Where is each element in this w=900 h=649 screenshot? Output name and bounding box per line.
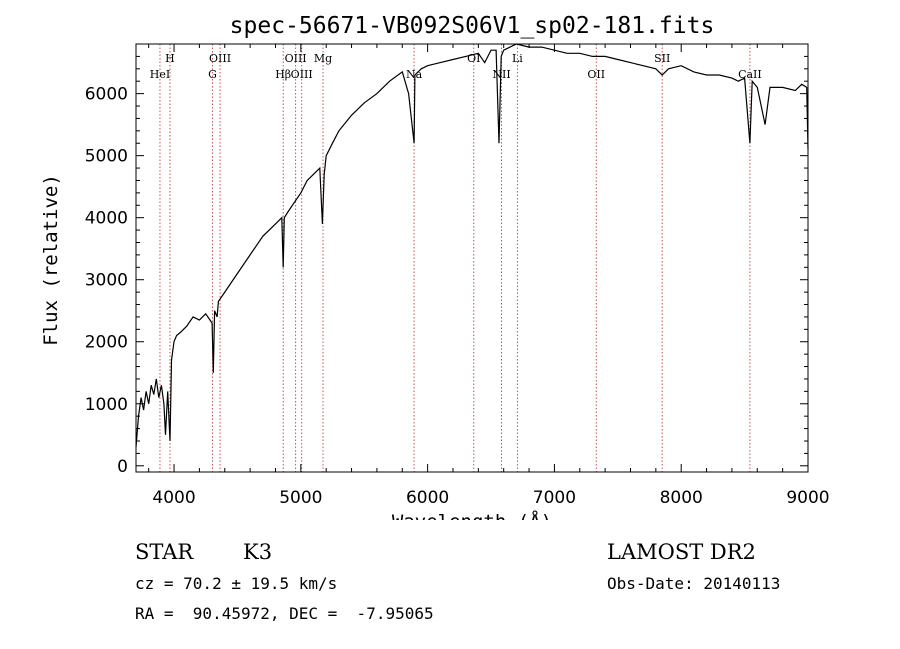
object-type: STAR bbox=[135, 540, 194, 564]
x-tick-label: 7000 bbox=[533, 488, 576, 508]
y-tick-label: 0 bbox=[117, 457, 128, 477]
x-tick-label: 8000 bbox=[660, 488, 703, 508]
y-tick-label: 5000 bbox=[85, 147, 128, 167]
redshift-velocity: cz = 70.2 ± 19.5 km/s bbox=[135, 574, 338, 593]
spectral-line-label: OIII bbox=[285, 52, 307, 65]
x-tick-label: 5000 bbox=[279, 488, 322, 508]
spectral-line-label: HeI bbox=[150, 68, 170, 81]
spectral-line-label: OIII bbox=[291, 68, 313, 81]
coordinates: RA = 90.45972, DEC = -7.95065 bbox=[135, 604, 434, 623]
y-axis-ticks: 0 1000 2000 3000 4000 5000 6000 bbox=[85, 55, 808, 477]
chart-title: spec-56671-VB092S06V1_sp02-181.fits bbox=[230, 13, 715, 39]
spectral-line-label: SII bbox=[654, 52, 670, 65]
spectral-line-label: OII bbox=[587, 68, 605, 81]
x-tick-label: 9000 bbox=[786, 488, 829, 508]
spectral-line-label: OIII bbox=[209, 52, 231, 65]
plot-frame bbox=[135, 43, 809, 473]
y-tick-label: 2000 bbox=[85, 333, 128, 353]
spectral-line-label: NII bbox=[492, 68, 510, 81]
x-tick-label: 6000 bbox=[406, 488, 449, 508]
observation-date: Obs-Date: 20140113 bbox=[607, 574, 781, 593]
spectral-line-label: Hβ bbox=[275, 68, 291, 81]
x-tick-label: 4000 bbox=[152, 488, 195, 508]
y-tick-label: 3000 bbox=[85, 271, 128, 291]
spectral-class: K3 bbox=[243, 540, 273, 564]
spectrum-chart: spec-56671-VB092S06V1_sp02-181.fits HeI H… bbox=[40, 13, 830, 520]
spectrum-series-line bbox=[135, 43, 809, 448]
spectral-line-label: Mg bbox=[314, 52, 332, 65]
spectral-line-label: H bbox=[165, 52, 175, 65]
survey-name: LAMOST DR2 bbox=[607, 540, 756, 564]
y-tick-label: 6000 bbox=[85, 85, 128, 105]
x-axis-ticks: 4000 5000 6000 7000 8000 9000 bbox=[148, 44, 830, 508]
y-tick-label: 1000 bbox=[85, 395, 128, 415]
spectral-line-label: G bbox=[208, 68, 217, 81]
y-axis-label: Flux (relative) bbox=[40, 174, 62, 346]
spectral-line-label: Li bbox=[512, 52, 523, 65]
y-tick-label: 4000 bbox=[85, 209, 128, 229]
x-axis-label: Wavelength (Å) bbox=[392, 510, 552, 520]
